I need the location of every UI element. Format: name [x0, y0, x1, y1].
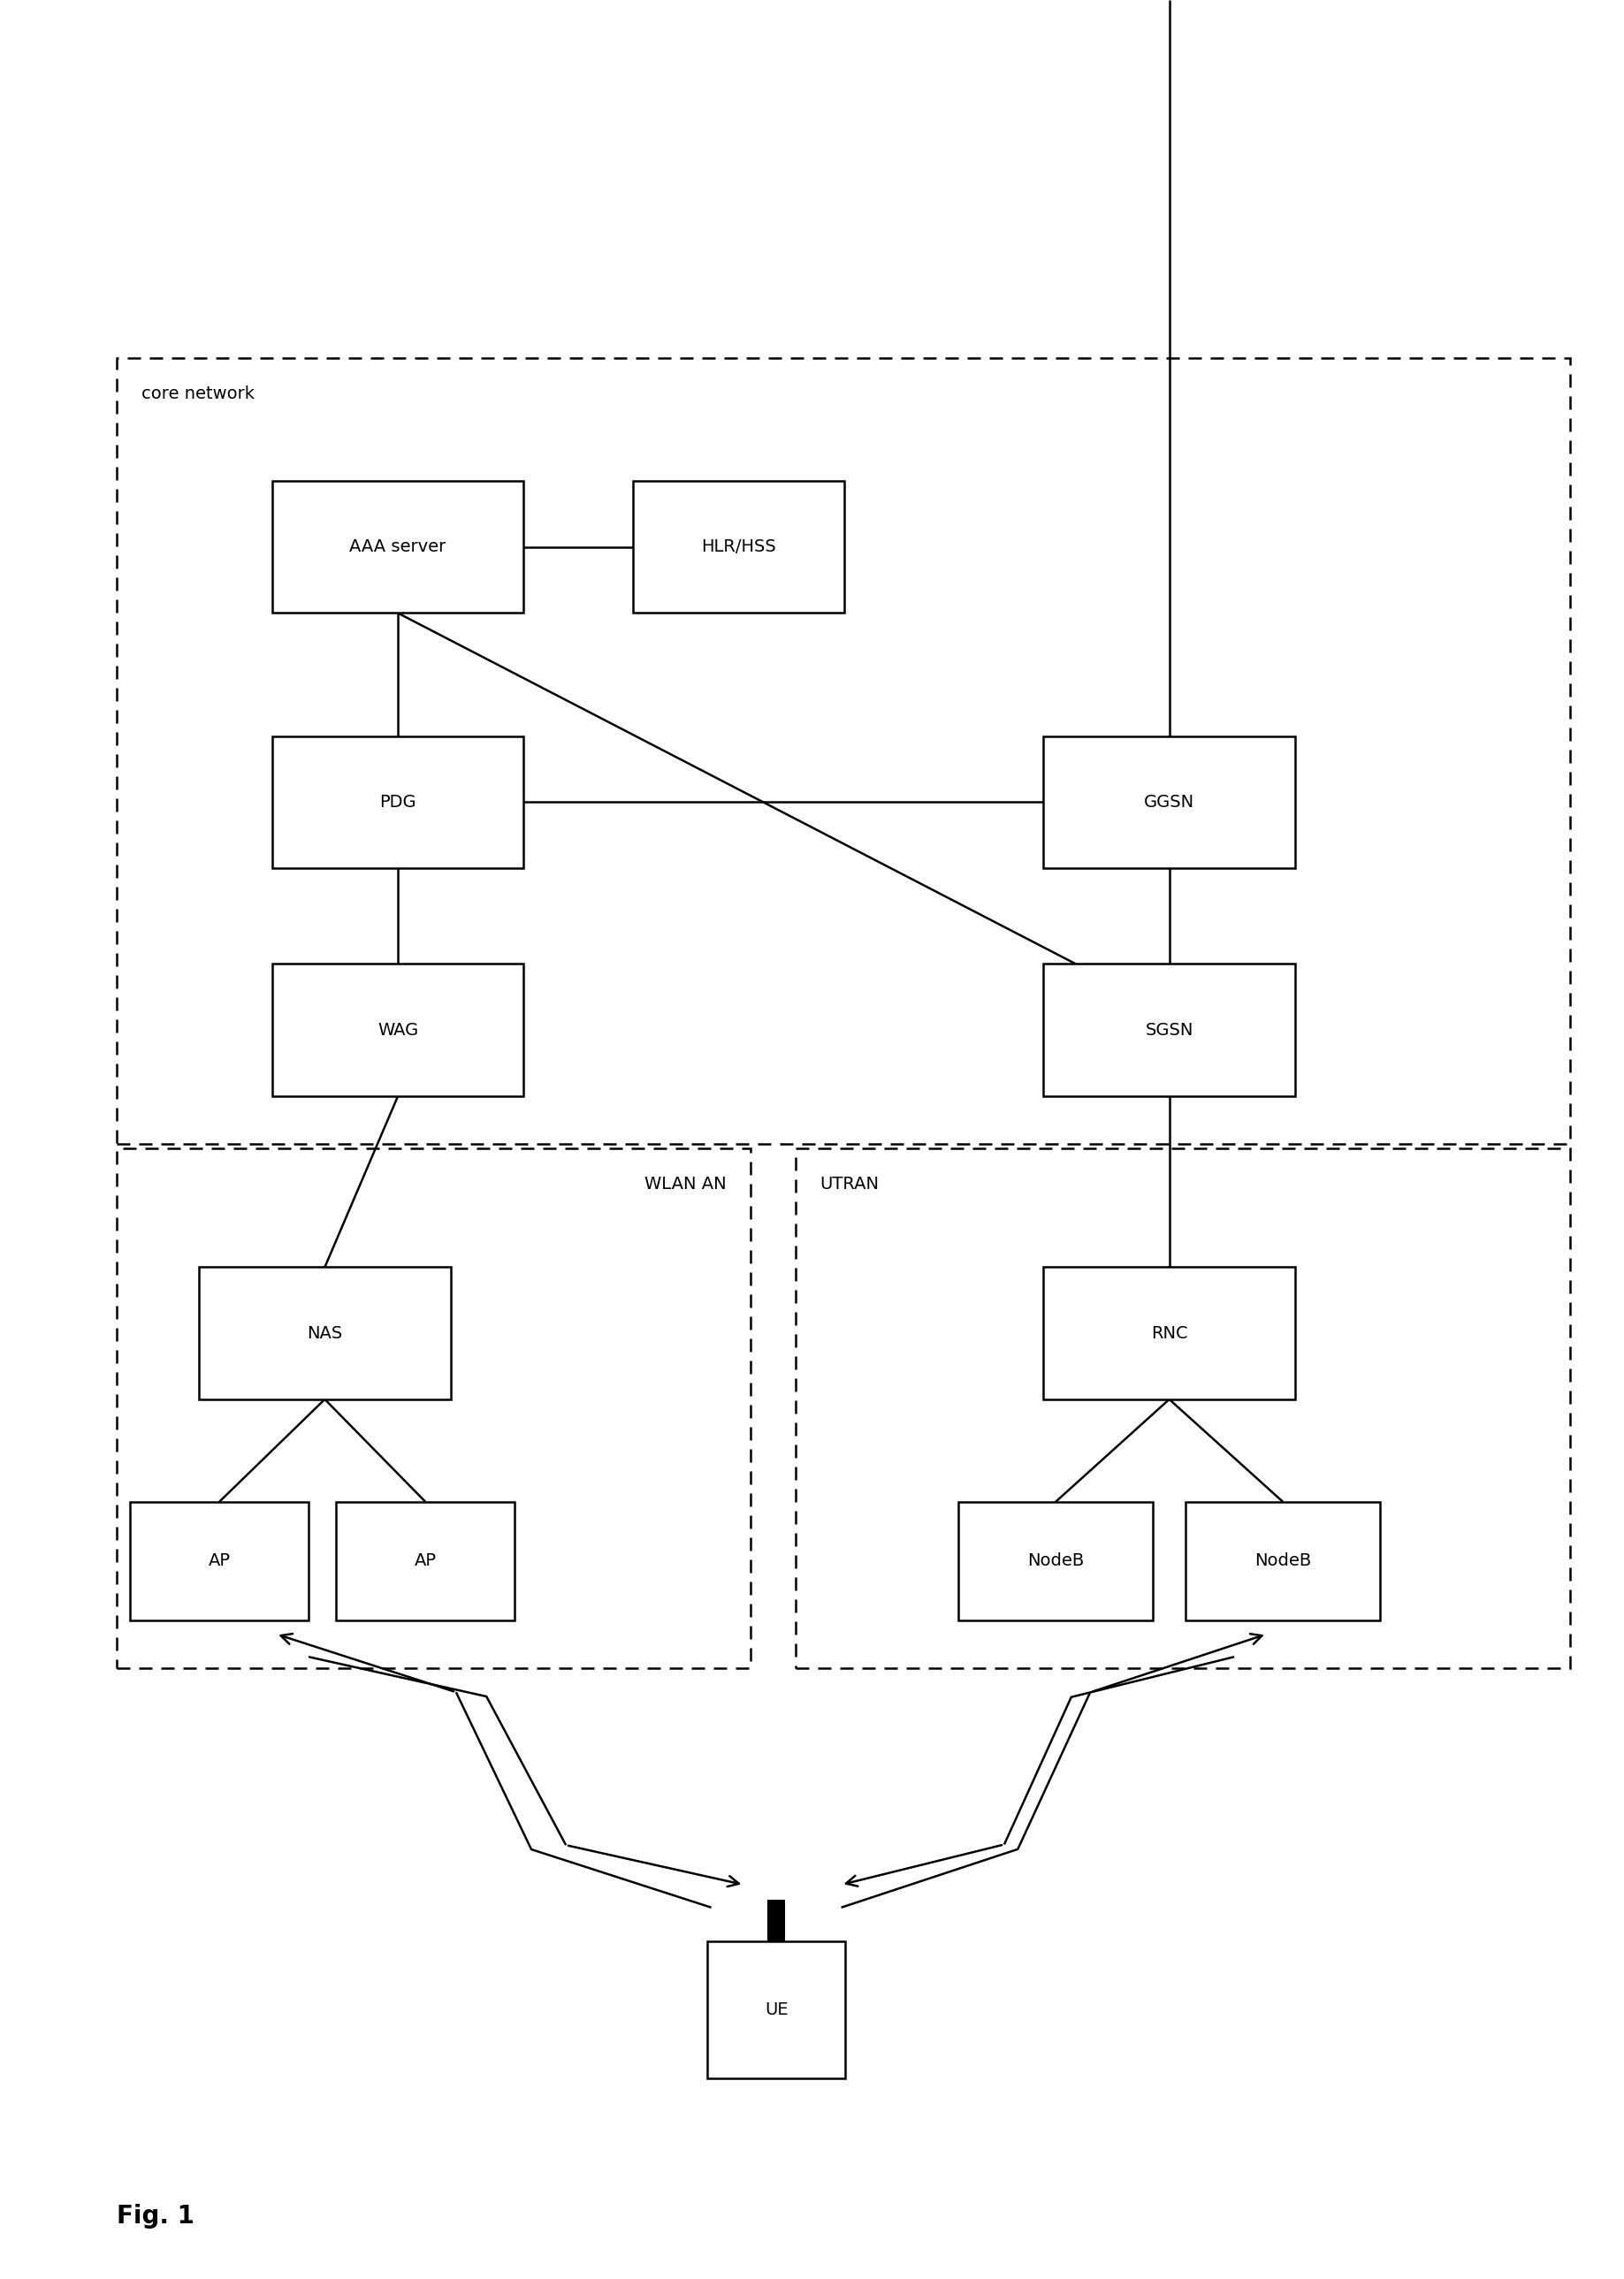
Text: UTRAN: UTRAN	[820, 1176, 879, 1192]
Text: UE: UE	[765, 2001, 788, 2019]
Bar	[1044, 964, 1296, 1096]
Bar	[1044, 1267, 1296, 1399]
Text: SGSN: SGSN	[1145, 1021, 1194, 1039]
Bar	[1044, 736, 1296, 868]
Text: GGSN: GGSN	[1143, 793, 1195, 811]
Bar	[336, 1502, 515, 1620]
Text: HLR/HSS: HLR/HSS	[702, 538, 776, 556]
Bar	[117, 358, 1570, 1144]
Bar	[200, 1267, 451, 1399]
Text: WLAN AN: WLAN AN	[645, 1176, 726, 1192]
Text: PDG: PDG	[380, 793, 416, 811]
Bar	[273, 964, 525, 1096]
Bar	[768, 1901, 784, 1942]
Text: core network: core network	[141, 385, 255, 401]
Bar	[796, 1149, 1570, 1668]
Text: NodeB: NodeB	[1028, 1552, 1083, 1570]
Text: AP: AP	[414, 1552, 437, 1570]
Bar	[1186, 1502, 1380, 1620]
Text: Fig. 1: Fig. 1	[117, 2204, 195, 2229]
Bar	[958, 1502, 1153, 1620]
Text: WAG: WAG	[377, 1021, 419, 1039]
Bar	[130, 1502, 309, 1620]
Bar	[117, 1149, 750, 1668]
Bar	[273, 481, 525, 613]
Bar	[273, 736, 525, 868]
Text: RNC: RNC	[1151, 1324, 1187, 1342]
Text: AP: AP	[208, 1552, 231, 1570]
Bar	[708, 1942, 846, 2078]
Text: NAS: NAS	[307, 1324, 343, 1342]
Text: NodeB: NodeB	[1255, 1552, 1311, 1570]
Text: AAA server: AAA server	[349, 538, 447, 556]
Bar	[633, 481, 844, 613]
